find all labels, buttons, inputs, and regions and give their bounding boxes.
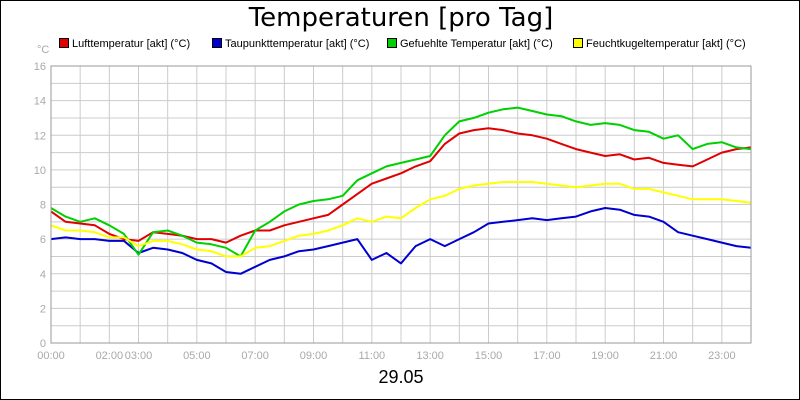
- legend-swatch-feuchtkugeltemperatur: [573, 38, 583, 48]
- series-lines: [50, 106, 752, 275]
- legend-label-lufttemperatur: Lufttemperatur [akt] (°C): [72, 38, 191, 50]
- series-line-1: [50, 207, 752, 275]
- x-tick-label: 17:00: [533, 350, 561, 362]
- legend-item-lufttemperatur: Lufttemperatur [akt] (°C): [59, 38, 190, 50]
- plot-border: [50, 65, 752, 344]
- y-tick-label: 10: [34, 165, 46, 177]
- x-tick-label: 05:00: [183, 350, 211, 362]
- y-unit-label: °C: [37, 44, 49, 56]
- chart-title: Temperaturen [pro Tag]: [248, 3, 554, 33]
- y-tick-label: 6: [40, 234, 46, 246]
- x-tick-label: 07:00: [241, 350, 269, 362]
- legend-swatch-gefuehlte-temperatur: [387, 38, 397, 48]
- legend: Lufttemperatur [akt] (°C) Taupunkttemper…: [1, 38, 799, 54]
- legend-label-feuchtkugeltemperatur: Feuchtkugeltemperatur [akt] (°C): [586, 38, 746, 50]
- y-tick-label: 14: [34, 96, 46, 108]
- legend-swatch-lufttemperatur: [59, 38, 69, 48]
- y-tick-label: 8: [40, 200, 46, 212]
- y-tick-label: 4: [40, 269, 46, 281]
- x-tick-label: 09:00: [300, 350, 328, 362]
- legend-label-taupunkttemperatur: Taupunkttemperatur [akt] (°C): [225, 38, 370, 50]
- y-tick-label: 12: [34, 130, 46, 142]
- y-tick-label: 2: [40, 303, 46, 315]
- x-tick-label: 03:00: [125, 350, 153, 362]
- y-tick-label: 0: [40, 338, 46, 350]
- legend-item-feuchtkugeltemperatur: Feuchtkugeltemperatur [akt] (°C): [573, 38, 746, 50]
- grid: [51, 66, 751, 343]
- x-tick-label: 21:00: [650, 350, 678, 362]
- axes: 0 2 4 6 8 10 12 14 16 00:00 02:00 03:00 05:00 07:00 09…: [34, 61, 752, 362]
- legend-item-gefuehlte-temperatur: Gefuehlte Temperatur [akt] (°C): [387, 38, 553, 50]
- legend-item-taupunkttemperatur: Taupunkttemperatur [akt] (°C): [212, 38, 369, 50]
- date-label: 29.05: [378, 367, 424, 387]
- x-tick-label: 00:00: [37, 350, 65, 362]
- x-tick-label: 19:00: [591, 350, 619, 362]
- x-tick-label: 02:00: [96, 350, 124, 362]
- series-line-2: [50, 106, 752, 258]
- x-tick-label: 23:00: [708, 350, 736, 362]
- y-tick-label: 16: [34, 61, 46, 73]
- x-tick-label: 15:00: [475, 350, 503, 362]
- legend-swatch-taupunkttemperatur: [212, 38, 222, 48]
- x-tick-label: 13:00: [416, 350, 444, 362]
- legend-label-gefuehlte-temperatur: Gefuehlte Temperatur [akt] (°C): [400, 38, 553, 50]
- x-tick-label: 11:00: [358, 350, 385, 362]
- series-line-3: [50, 181, 752, 258]
- series-line-0: [50, 127, 752, 244]
